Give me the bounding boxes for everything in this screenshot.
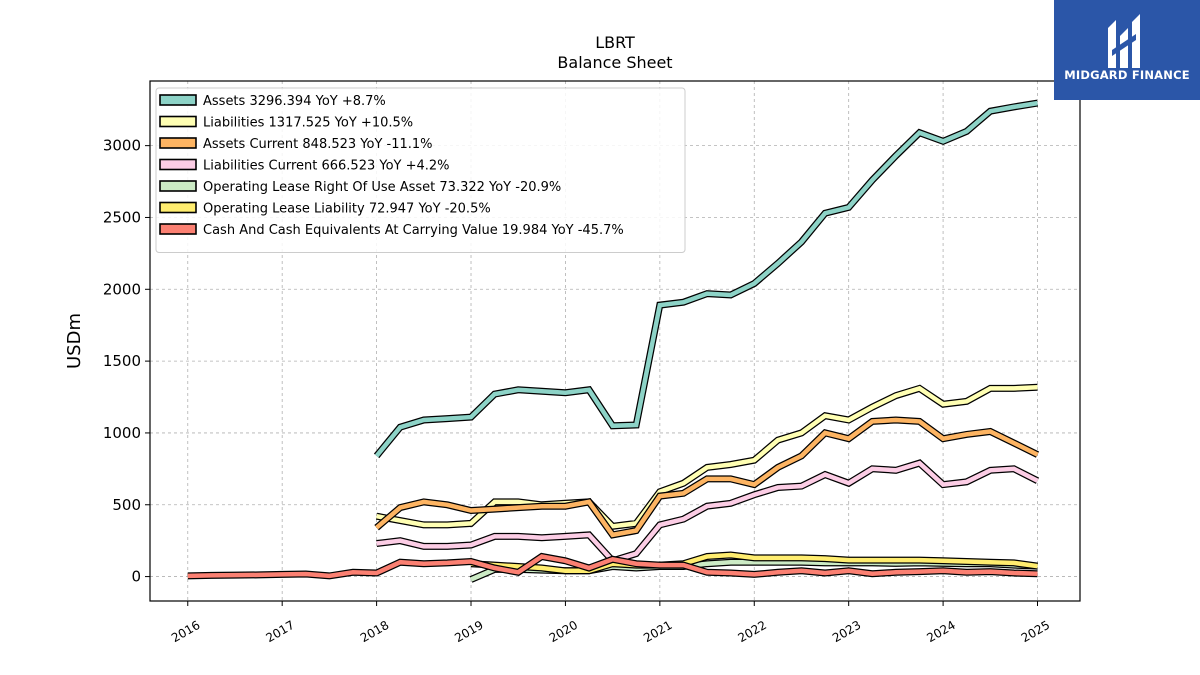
x-tick-label: 2017 [263, 618, 296, 645]
y-tick-label: 0 [131, 568, 141, 586]
series-2 [374, 416, 1040, 539]
series-line [374, 100, 1038, 458]
chart-title: LBRT [595, 33, 635, 52]
legend-swatch [159, 137, 197, 149]
x-tick-label: 2024 [924, 618, 957, 645]
series-3 [376, 459, 1040, 565]
y-axis-ticks: 0 500 1000 1500 2000 2500 3000 [103, 137, 150, 586]
y-tick-label: 1500 [103, 352, 141, 370]
plot-frame [149, 80, 1081, 602]
legend-swatch [159, 94, 197, 106]
series-line [375, 417, 1039, 538]
y-tick-label: 500 [112, 496, 141, 514]
series-line [470, 552, 1038, 574]
legend: Assets 3296.394 YoY +8.7% Liabilities 131… [155, 87, 686, 253]
brand-name: MIDGARD FINANCE [1064, 68, 1190, 82]
legend-entry: Liabilities Current 666.523 YoY +4.2% [203, 159, 450, 174]
legend-swatch [159, 158, 197, 171]
x-tick-label: 2016 [169, 618, 202, 645]
y-tick-label: 2000 [103, 280, 141, 298]
y-tick-label: 1000 [103, 424, 141, 442]
legend-swatch [159, 201, 197, 214]
y-axis-label: USDm [64, 313, 85, 369]
series-line [376, 460, 1039, 564]
x-tick-label: 2022 [736, 618, 769, 645]
x-tick-label: 2021 [641, 618, 674, 645]
x-axis-ticks: 2016 2017 2018 2019 2020 2021 2022 2023 2024 2025 [169, 601, 1052, 645]
series-5 [470, 551, 1038, 575]
x-tick-label: 2025 [1019, 618, 1052, 645]
series-0 [373, 99, 1039, 459]
legend-entry: Assets 3296.394 YoY +8.7% [203, 94, 386, 109]
series-6 [187, 552, 1038, 580]
legend-entry: Cash And Cash Equivalents At Carrying Va… [203, 223, 624, 238]
x-tick-label: 2020 [547, 618, 580, 645]
legend-entry: Operating Lease Liability 72.947 YoY -20… [203, 202, 491, 217]
chart-subtitle: Balance Sheet [557, 53, 672, 72]
series-lines [187, 99, 1040, 583]
legend-entry: Operating Lease Right Of Use Asset 73.32… [203, 180, 561, 195]
x-tick-label: 2018 [358, 618, 391, 645]
legend-swatch [159, 115, 197, 128]
legend-swatch [159, 180, 197, 192]
legend-entry: Assets Current 848.523 YoY -11.1% [203, 137, 433, 152]
brand-mark-icon [1108, 14, 1140, 68]
grid [150, 81, 1080, 601]
brand-logo: MIDGARD FINANCE [1054, 0, 1200, 100]
legend-swatch [159, 223, 197, 235]
y-tick-label: 3000 [103, 137, 141, 155]
x-tick-label: 2023 [830, 618, 863, 645]
legend-box [155, 87, 686, 253]
series-line [187, 554, 1038, 579]
x-tick-label: 2019 [452, 618, 485, 645]
y-tick-label: 2500 [103, 208, 141, 226]
legend-entry: Liabilities 1317.525 YoY +10.5% [203, 116, 413, 131]
